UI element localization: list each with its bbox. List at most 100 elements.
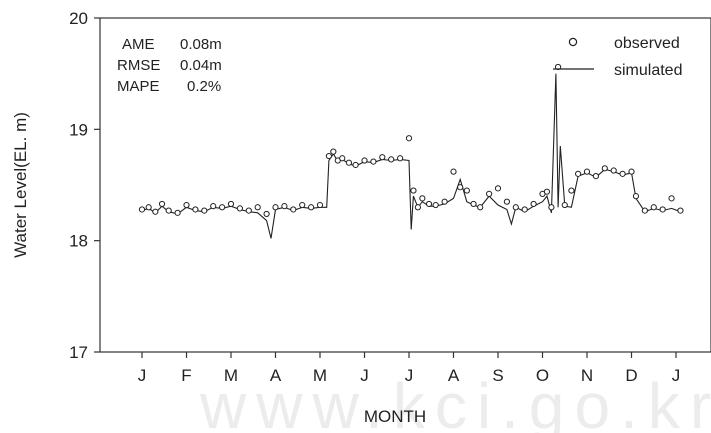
observed-point [227, 200, 235, 208]
observed-point [245, 207, 252, 214]
stat-label: AME [122, 36, 155, 53]
observed-point [419, 195, 426, 202]
observed-point [145, 204, 152, 211]
observed-point [299, 201, 306, 209]
x-tick-label: A [448, 366, 460, 385]
observed-point [432, 201, 439, 209]
stats-box: AME 0.08m RMSE 0.04m MAPE 0.2% [117, 36, 222, 95]
observed-point [677, 207, 684, 214]
observed-point [425, 200, 433, 208]
observed-point [619, 170, 626, 177]
legend-observed-label: observed [614, 35, 680, 52]
legend-observed-marker [568, 37, 578, 47]
observed-point [397, 155, 404, 162]
observed-point [210, 203, 217, 210]
observed-point [272, 204, 279, 211]
observed-point [601, 165, 608, 172]
x-tick-label: J [672, 366, 681, 385]
observed-point [477, 204, 484, 211]
stat-label: RMSE [117, 57, 160, 74]
observed-point [316, 201, 324, 209]
observed-point [583, 168, 591, 175]
y-tick-label: 20 [69, 9, 88, 28]
observed-point [650, 204, 657, 211]
observed-point [592, 172, 600, 180]
observed-point [388, 156, 395, 163]
observed-point [330, 148, 337, 155]
observed-point [152, 208, 159, 215]
x-tick-label: J [360, 366, 369, 385]
observed-point [610, 167, 617, 174]
observed-point [530, 200, 537, 208]
y-axis-title: Water Level(EL. m) [11, 112, 30, 258]
observed-point [138, 206, 146, 213]
observed-point [192, 206, 199, 213]
stat-label: MAPE [117, 78, 160, 95]
observed-point [219, 204, 226, 211]
x-tick-label: M [224, 366, 238, 385]
observed-point [263, 210, 270, 218]
observed-point [450, 168, 457, 175]
observed-point [486, 190, 493, 198]
observed-point [236, 205, 243, 212]
observed-point [201, 207, 208, 214]
observed-point [568, 187, 575, 194]
observed-point [290, 206, 297, 213]
watermark: www.kci.go.kr [199, 370, 711, 433]
y-tick-label: 18 [69, 232, 88, 251]
observed-point [158, 200, 166, 208]
x-tick-label: N [581, 366, 593, 385]
y-tick-label: 19 [69, 120, 88, 139]
legend: observed simulated [553, 35, 682, 79]
observed-point [308, 204, 315, 211]
observed-point [174, 209, 181, 216]
observed-point [414, 204, 421, 211]
observed-point [628, 168, 635, 175]
observed-point [370, 158, 377, 165]
observed-point [345, 159, 353, 166]
y-axis: 17 18 19 20 [69, 9, 100, 362]
observed-point [281, 203, 288, 210]
observed-point [441, 198, 448, 205]
x-tick-label: A [270, 366, 282, 385]
observed-point [503, 198, 510, 205]
observed-point [494, 185, 502, 192]
observed-point [470, 200, 477, 208]
observed-point [561, 201, 568, 209]
observed-point [361, 157, 368, 164]
stat-value: 0.04m [180, 57, 222, 74]
observed-point [668, 195, 675, 202]
observed-point [183, 201, 190, 209]
plot-frame [99, 17, 711, 353]
observed-point [325, 152, 332, 160]
x-tick-label: F [181, 366, 191, 385]
simulated-series [141, 73, 681, 239]
observed-point [575, 170, 582, 177]
simulated-line [141, 73, 681, 239]
x-tick-label: M [313, 366, 327, 385]
observed-point [410, 187, 417, 194]
observed-point [339, 155, 346, 162]
stat-value: 0.08m [180, 36, 222, 53]
observed-point [165, 207, 172, 214]
observed-point [352, 161, 359, 169]
observed-series [138, 63, 684, 218]
x-tick-label: S [492, 366, 503, 385]
observed-point [548, 204, 555, 211]
observed-point [521, 206, 528, 213]
x-tick-label: J [405, 366, 414, 385]
observed-point [463, 187, 470, 194]
observed-point [543, 188, 551, 195]
observed-point [641, 207, 648, 214]
x-tick-label: J [138, 366, 147, 385]
observed-point [632, 193, 640, 200]
y-tick-label: 17 [69, 343, 88, 362]
observed-point [457, 184, 464, 191]
observed-point [512, 204, 519, 211]
observed-point [379, 154, 386, 161]
observed-point [405, 135, 413, 142]
stat-value: 0.2% [187, 78, 221, 95]
observed-point [659, 206, 666, 213]
